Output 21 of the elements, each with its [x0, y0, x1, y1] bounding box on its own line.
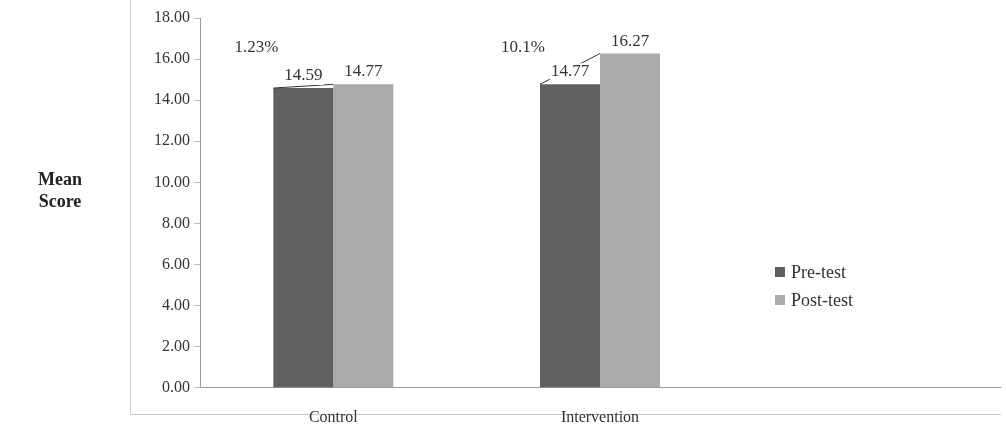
legend-label: Post-test [791, 289, 854, 311]
y-tick-label: 16.00 [154, 49, 190, 67]
y-tick-label: 14.00 [154, 90, 190, 108]
annotation: 10.1% [501, 37, 545, 57]
y-tick-label: 4.00 [162, 295, 190, 313]
data-label: 14.77 [344, 61, 383, 81]
data-label: 16.27 [610, 30, 650, 50]
x-tick-label: Intervention [560, 407, 640, 425]
legend-label: Pre-test [791, 261, 846, 283]
data-label: 14.77 [550, 61, 590, 81]
y-tick-label: 8.00 [162, 213, 190, 231]
x-tick-label: Control [308, 407, 359, 425]
data-label: 14.59 [284, 65, 323, 85]
annotation: 1.23% [234, 37, 279, 57]
y-tick-label: 6.00 [162, 254, 190, 272]
y-tick-label: 2.00 [162, 336, 190, 354]
y-tick-label: 0.00 [162, 378, 190, 395]
y-tick-label: 12.00 [154, 131, 190, 149]
y-tick-label: 18.00 [154, 8, 190, 26]
y-tick-label: 10.00 [154, 172, 190, 190]
y-axis-title: Mean Score [37, 168, 83, 212]
